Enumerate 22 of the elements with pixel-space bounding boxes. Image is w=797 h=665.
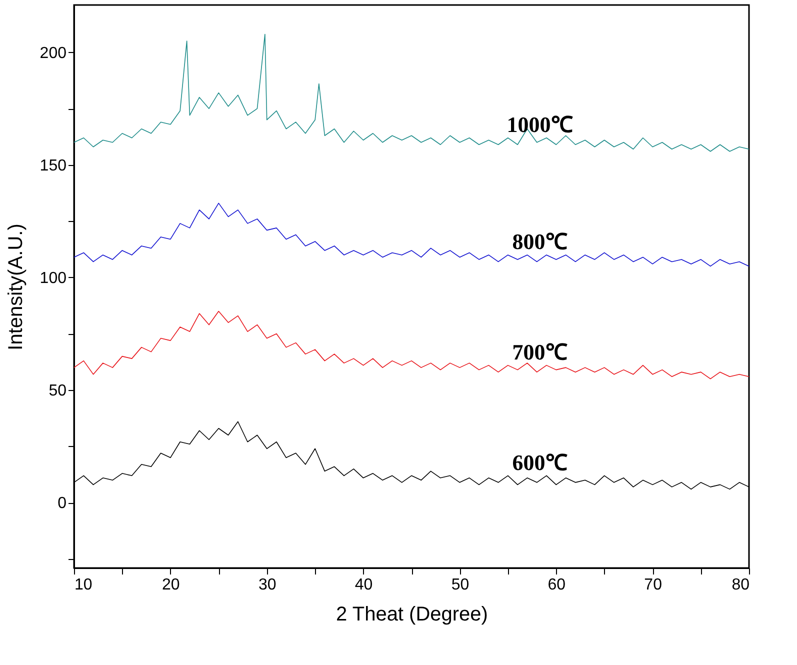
y-tick-label: 200 <box>40 44 67 62</box>
series-label: 1000℃ <box>506 112 573 138</box>
y-tick-label: 50 <box>48 382 67 400</box>
x-axis-title: 2 Theat (Degree) <box>336 604 488 626</box>
line-series <box>74 310 750 380</box>
x-tick-label: 40 <box>354 576 373 594</box>
y-tick-label: 150 <box>40 157 67 174</box>
x-tick-label: 60 <box>548 576 566 594</box>
x-tick-label: 50 <box>451 576 470 594</box>
line-series <box>74 34 750 152</box>
x-tick-label: 20 <box>162 576 180 594</box>
series-label: 800℃ <box>512 229 568 254</box>
x-tick-label: 10 <box>74 576 92 594</box>
x-tick-label: 30 <box>258 576 276 594</box>
series-label: 600℃ <box>512 450 568 475</box>
x-tick-label: 80 <box>732 576 750 594</box>
y-axis-title: Intensity(A.U.) <box>4 224 27 350</box>
line-series <box>74 202 750 267</box>
x-tick-label: 70 <box>644 576 662 594</box>
y-tick-label: 100 <box>40 270 67 287</box>
series-label: 700℃ <box>512 340 568 365</box>
y-tick-label: 0 <box>58 495 67 512</box>
